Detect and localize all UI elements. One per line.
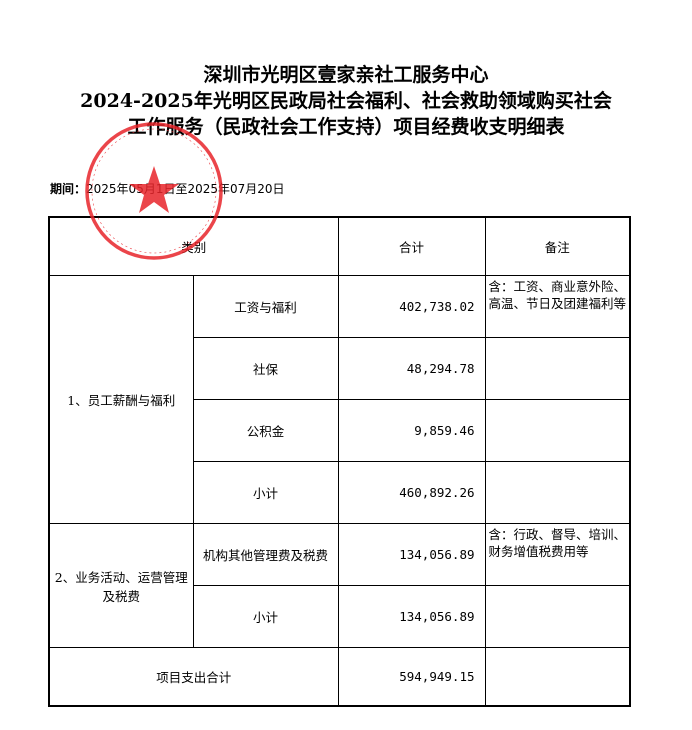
total-label: 项目支出合计 xyxy=(48,647,339,707)
total-note xyxy=(484,647,631,707)
table-row: 1、员工薪酬与福利 工资与福利 402,738.02 含：工资、商业意外险、高温… xyxy=(48,275,631,524)
period-value: 2025年05月1日至2025年07月20日 xyxy=(86,182,285,196)
category-cell: 1、员工薪酬与福利 xyxy=(48,275,194,524)
item-cell: 公积金 xyxy=(192,399,339,462)
note-cell: 含：行政、督导、培训、财务增值税费用等 xyxy=(484,523,631,586)
col-header-category: 类别 xyxy=(48,216,339,276)
col-header-total: 合计 xyxy=(337,216,486,276)
amount-cell: 9,859.46 xyxy=(337,399,486,462)
period: 期间：2025年05月1日至2025年07月20日 xyxy=(50,180,285,197)
period-label: 期间： xyxy=(50,182,87,196)
table-row: 2、业务活动、运营管理及税费 机构其他管理费及税费 134,056.89 含：行… xyxy=(48,523,631,648)
amount-cell: 460,892.26 xyxy=(337,461,486,524)
table-row: 小计 134,056.89 xyxy=(49,585,631,648)
table-row: 公积金 9,859.46 xyxy=(49,399,631,462)
amount-cell: 402,738.02 xyxy=(337,275,486,338)
item-cell: 机构其他管理费及税费 xyxy=(192,523,339,586)
expense-table: 类别 合计 备注 1、员工薪酬与福利 工资与福利 402,738.02 含：工资… xyxy=(48,216,631,707)
note-cell xyxy=(484,461,631,524)
amount-cell: 134,056.89 xyxy=(337,585,486,648)
item-cell: 小计 xyxy=(192,585,339,648)
title-line-1: 深圳市光明区壹家亲社工服务中心 xyxy=(203,64,489,86)
table-row: 小计 460,892.26 xyxy=(49,461,631,524)
title-line-2: 2024-2025年光明区民政局社会福利、社会救助领域购买社会 xyxy=(80,90,612,112)
item-cell: 社保 xyxy=(192,337,339,400)
table-header-row: 类别 合计 备注 xyxy=(48,216,631,276)
table-row: 社保 48,294.78 xyxy=(49,337,631,400)
title-line-3: 工作服务（民政社会工作支持）项目经费收支明细表 xyxy=(127,116,565,138)
item-cell: 小计 xyxy=(192,461,339,524)
amount-cell: 134,056.89 xyxy=(337,523,486,586)
note-cell xyxy=(484,399,631,462)
amount-cell: 48,294.78 xyxy=(337,337,486,400)
note-cell: 含：工资、商业意外险、高温、节日及团建福利等 xyxy=(484,275,631,338)
total-amount: 594,949.15 xyxy=(337,647,486,707)
total-row: 项目支出合计 594,949.15 xyxy=(48,647,631,707)
category-cell: 2、业务活动、运营管理及税费 xyxy=(48,523,194,648)
item-cell: 工资与福利 xyxy=(192,275,339,338)
note-cell xyxy=(484,585,631,648)
col-header-note: 备注 xyxy=(484,216,631,276)
note-cell xyxy=(484,337,631,400)
